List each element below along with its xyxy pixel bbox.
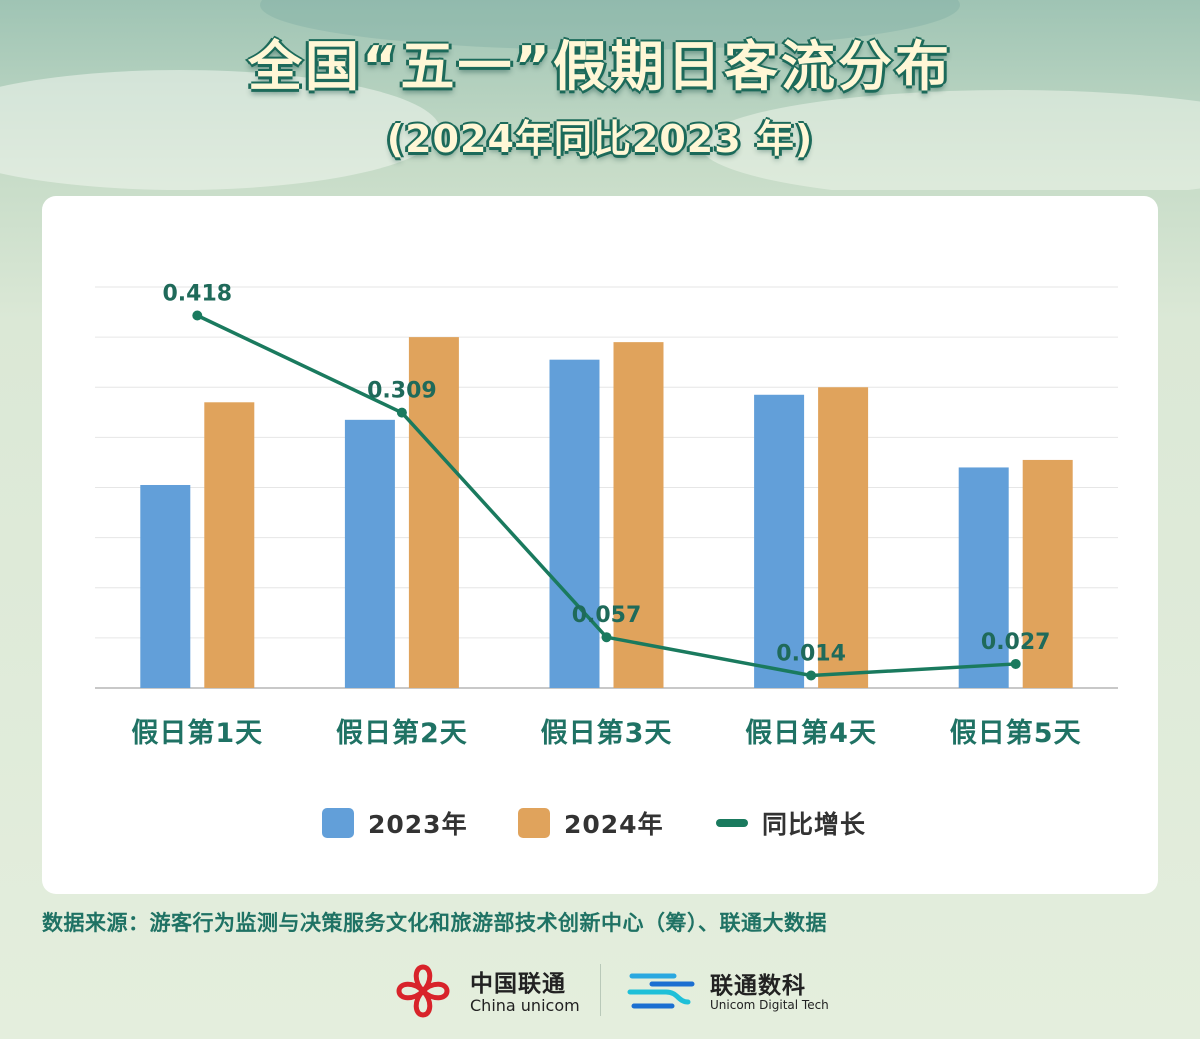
growth-data-label: 0.309 bbox=[367, 379, 437, 404]
legend-item: 2024年 bbox=[518, 808, 664, 839]
bar-2023-3 bbox=[549, 359, 600, 688]
bar-2023-5 bbox=[958, 467, 1009, 688]
bar-2023-4 bbox=[754, 394, 805, 688]
x-tick-label: 假日第5天 bbox=[950, 717, 1082, 749]
footer-logos: 中国联通 China unicom 联通数科 Unicom Digital Te… bbox=[0, 958, 1200, 1028]
chart: 假日第1天 假日第2天 假日第3天 假日第4天 假日第5天 0.418 0.309 0.057… bbox=[95, 282, 1118, 749]
header-background bbox=[0, 0, 1200, 190]
legend-swatch bbox=[322, 808, 354, 838]
bar-2024-1 bbox=[204, 402, 255, 688]
bar-2023-2 bbox=[344, 419, 395, 688]
data-source-note: 数据来源：游客行为监测与决策服务文化和旅游部技术创新中心（筹）、联通大数据 bbox=[42, 911, 827, 935]
chart-legend: 2023年 2024年 同比增长 bbox=[0, 808, 1200, 839]
bar-2024-4 bbox=[818, 387, 869, 688]
x-tick-label: 假日第4天 bbox=[745, 717, 877, 749]
china-unicom-logo-icon bbox=[396, 964, 450, 1018]
bar-2024-5 bbox=[1022, 459, 1073, 688]
legend-label: 同比增长 bbox=[762, 810, 867, 839]
china-unicom-logo-cn: 中国联通 bbox=[470, 971, 566, 997]
legend-item: 2023年 bbox=[322, 808, 468, 839]
legend-swatch bbox=[518, 808, 550, 838]
legend-label: 2023年 bbox=[368, 810, 468, 839]
growth-data-label: 0.027 bbox=[981, 630, 1051, 655]
unicom-digital-logo-en: Unicom Digital Tech bbox=[710, 998, 829, 1012]
bar-2023-1 bbox=[140, 484, 191, 688]
growth-data-label: 0.014 bbox=[776, 642, 846, 667]
unicom-digital-logo-cn: 联通数科 bbox=[710, 973, 806, 999]
unicom-digital-logo-icon bbox=[627, 973, 695, 1009]
growth-point bbox=[396, 407, 407, 418]
x-tick-label: 假日第2天 bbox=[336, 717, 468, 749]
growth-point bbox=[806, 670, 817, 681]
growth-point bbox=[192, 310, 203, 321]
x-tick-label: 假日第3天 bbox=[541, 717, 673, 749]
growth-point bbox=[601, 632, 612, 643]
bar-2024-2 bbox=[408, 337, 459, 688]
legend-swatch bbox=[716, 819, 748, 827]
growth-data-label: 0.057 bbox=[572, 603, 642, 628]
growth-point bbox=[1010, 658, 1021, 669]
legend-item: 同比增长 bbox=[716, 808, 867, 839]
x-tick-label: 假日第1天 bbox=[131, 717, 263, 749]
page-subtitle: (2024年同比2023 年) bbox=[386, 117, 814, 161]
logo-divider bbox=[600, 964, 601, 1016]
page-title: 全国“五一”假期日客流分布 bbox=[248, 35, 952, 98]
legend-label: 2024年 bbox=[564, 810, 664, 839]
china-unicom-logo-en: China unicom bbox=[470, 996, 580, 1015]
bar-2024-3 bbox=[613, 342, 664, 688]
growth-data-label: 0.418 bbox=[163, 282, 233, 307]
